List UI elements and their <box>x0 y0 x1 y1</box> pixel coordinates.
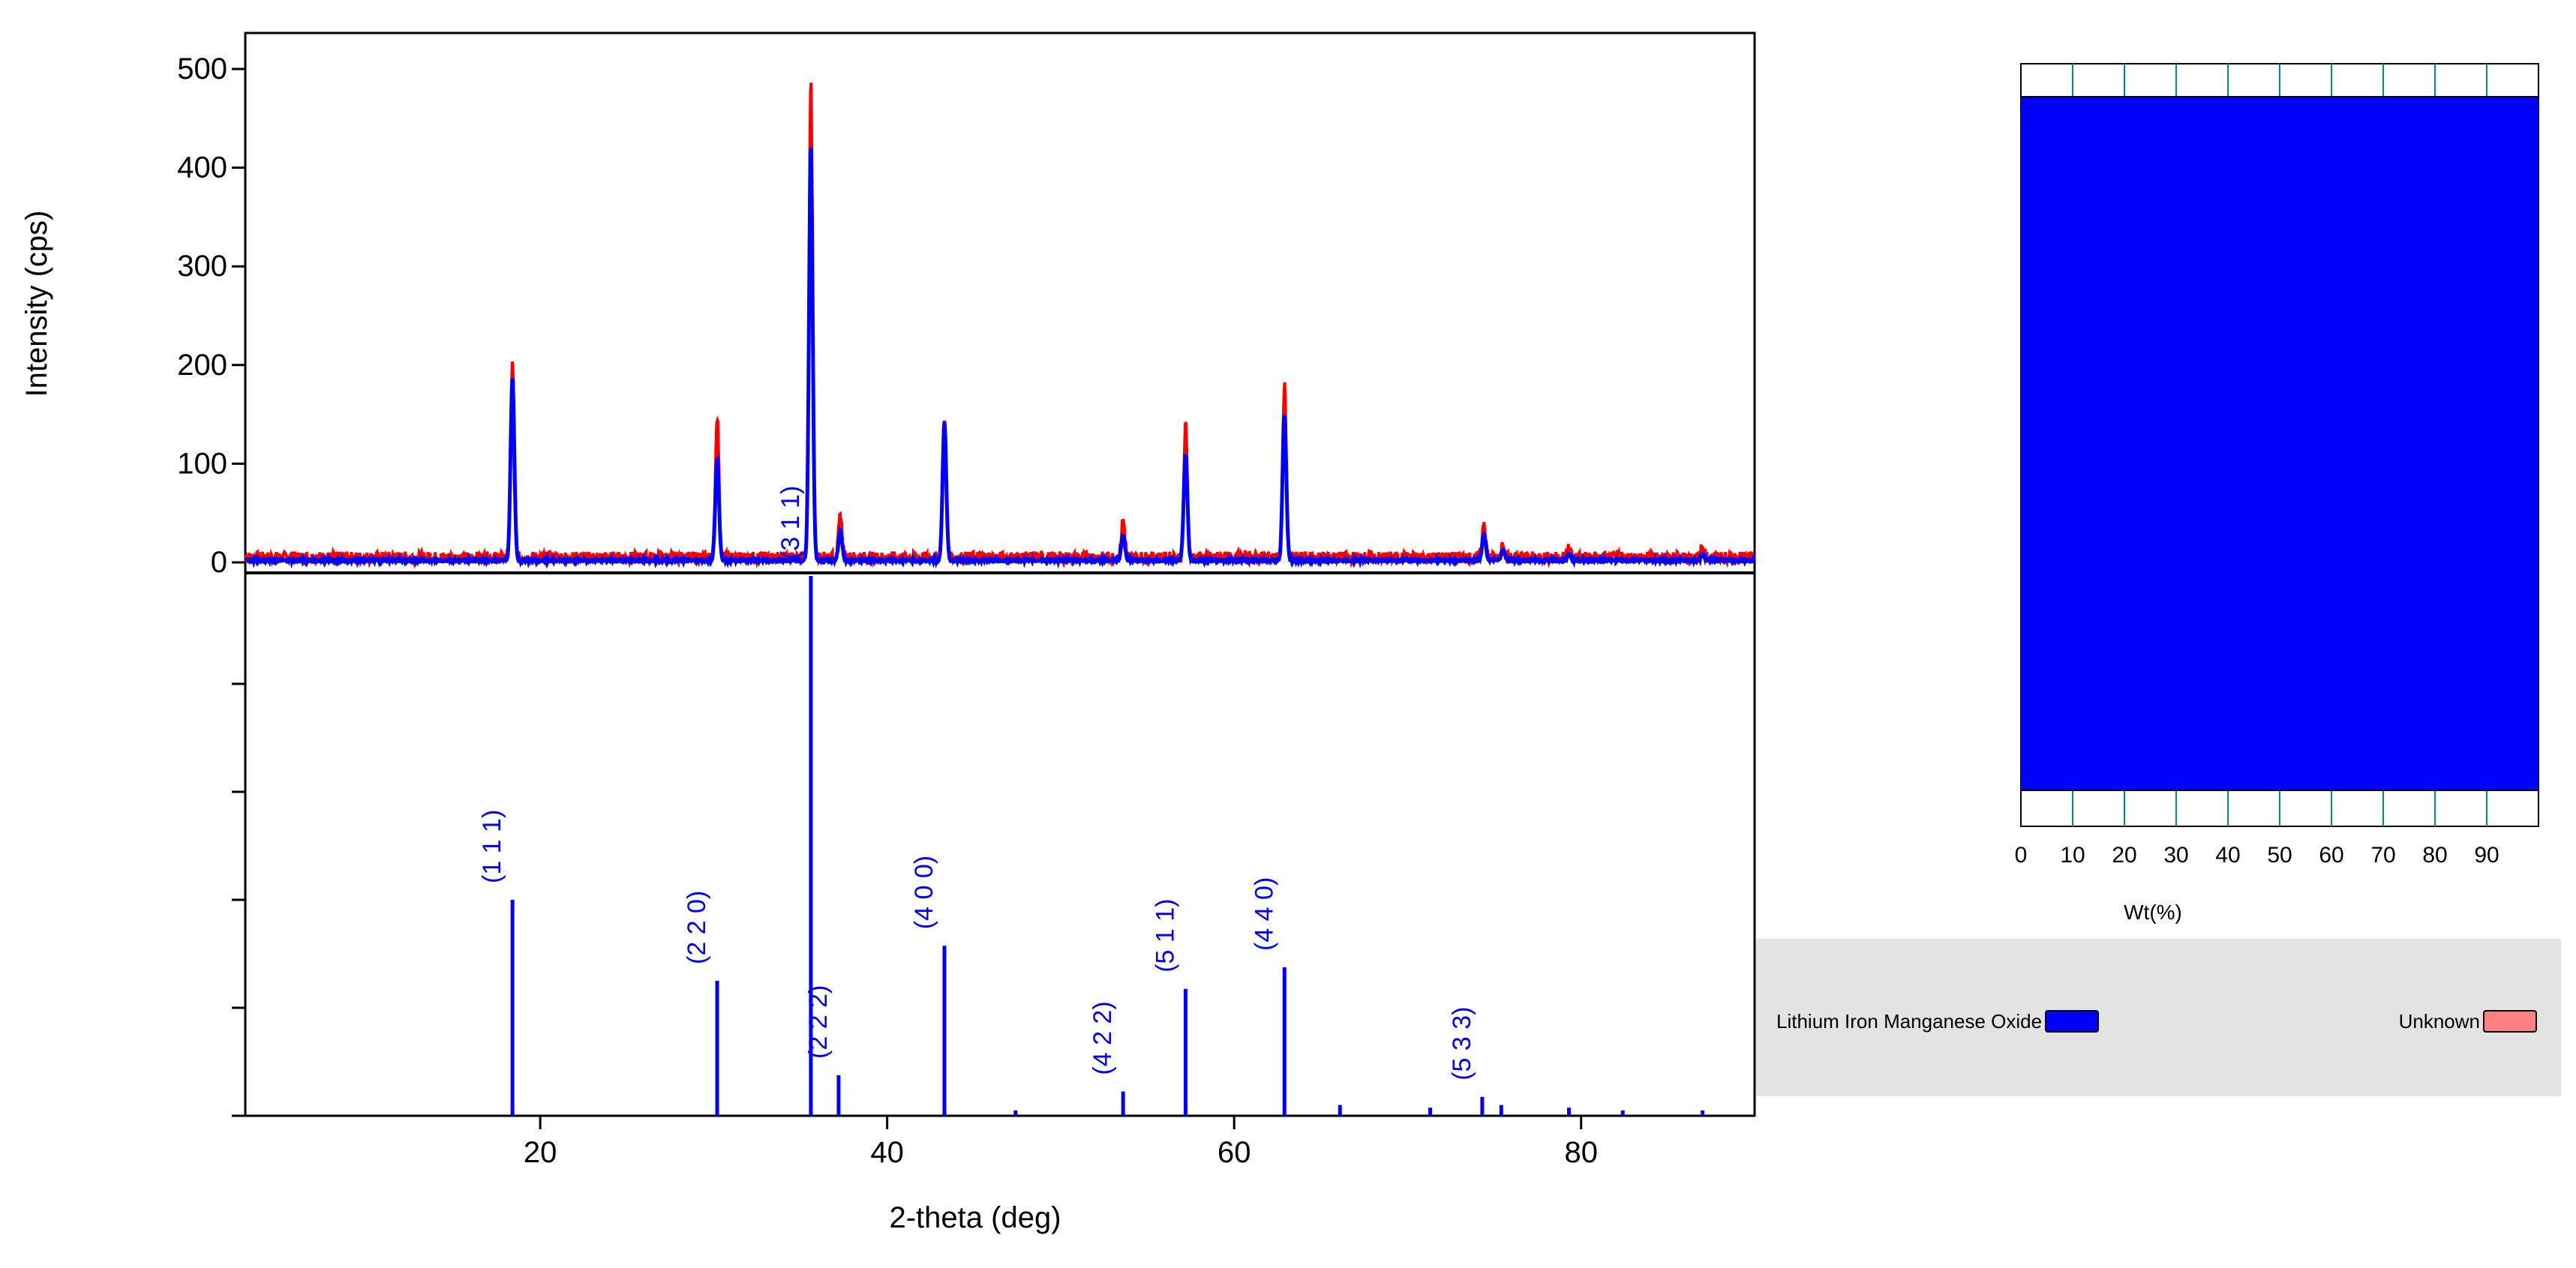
y-tick-label: 0 <box>211 546 227 579</box>
phase-fraction-x-axis: 0 10 20 30 40 50 60 70 80 90 <box>2015 843 2499 868</box>
reference-y-axis-ticks <box>232 682 245 1117</box>
phase-bar-lithium-iron-manganese-oxide <box>2021 97 2538 790</box>
reflection-hkl-label: (5 1 1) <box>1151 899 1179 973</box>
x-axis-label: 2-theta (deg) <box>889 1201 1061 1234</box>
phase-x-tick-label: 50 <box>2267 843 2292 868</box>
x-axis: 20 40 60 80 <box>524 1116 1598 1169</box>
calculated-series <box>244 147 1756 569</box>
legend-item-lithium-iron-manganese-oxide: Lithium Iron Manganese Oxide <box>1776 1008 2100 1035</box>
reflection-hkl-label: (1 1 1) <box>478 810 506 883</box>
reflection-hkl-label: (4 4 0) <box>1250 877 1278 951</box>
phase-x-tick-label: 80 <box>2422 843 2447 868</box>
y-axis-label: Intensity (cps) <box>20 211 53 397</box>
phase-x-tick-label: 10 <box>2060 843 2085 868</box>
y-tick-label: 300 <box>177 250 227 283</box>
observed-pattern-line <box>244 82 1755 569</box>
reflection-hkl-label: (3 1 1) <box>776 486 805 559</box>
phase-fraction-grid <box>2021 64 2538 826</box>
phase-x-tick-label: 40 <box>2215 843 2240 868</box>
x-tick-label: 20 <box>524 1136 557 1169</box>
phase-x-tick-label: 20 <box>2112 843 2136 868</box>
x-tick-label: 80 <box>1564 1136 1598 1169</box>
x-tick-label: 40 <box>870 1136 904 1169</box>
legend-label: Lithium Iron Manganese Oxide <box>1776 1009 2043 1033</box>
y-tick-label: 200 <box>177 349 227 382</box>
x-tick-label: 60 <box>1217 1136 1251 1169</box>
reference-reflections: (1 1 1) (2 2 0) (3 1 1) (2 2 2) (4 0 0) (4 2 … <box>478 486 1705 1116</box>
phase-x-tick-label: 60 <box>2319 843 2343 868</box>
phase-x-tick-label: 30 <box>2163 843 2188 868</box>
reflection-hkl-label: (5 3 3) <box>1448 1007 1476 1081</box>
observed-series <box>244 82 1755 569</box>
reflection-hkl-label: (2 2 0) <box>683 891 711 964</box>
legend-item-unknown: Unknown <box>2399 1008 2537 1035</box>
legend-swatch-pink <box>2483 1010 2537 1033</box>
reflection-hkl-label: (2 2 2) <box>804 985 833 1059</box>
reflection-hkl-label: (4 2 2) <box>1088 1001 1117 1075</box>
legend-swatch-blue <box>2045 1010 2100 1033</box>
phase-legend: Lithium Iron Manganese Oxide Unknown <box>1756 939 2561 1096</box>
phase-fraction-x-label: Wt(%) <box>2124 901 2182 924</box>
y-tick-label: 400 <box>177 151 227 184</box>
phase-x-tick-label: 70 <box>2370 843 2395 868</box>
phase-x-tick-label: 0 <box>2015 843 2028 868</box>
y-axis: 500 400 300 200 100 0 <box>177 52 245 579</box>
y-tick-label: 100 <box>177 447 227 480</box>
y-tick-label: 500 <box>177 52 227 85</box>
legend-label: Unknown <box>2398 1009 2480 1033</box>
reflection-hkl-label: (4 0 0) <box>910 856 938 929</box>
calculated-pattern-line <box>244 147 1756 569</box>
phase-x-tick-label: 90 <box>2474 843 2499 868</box>
